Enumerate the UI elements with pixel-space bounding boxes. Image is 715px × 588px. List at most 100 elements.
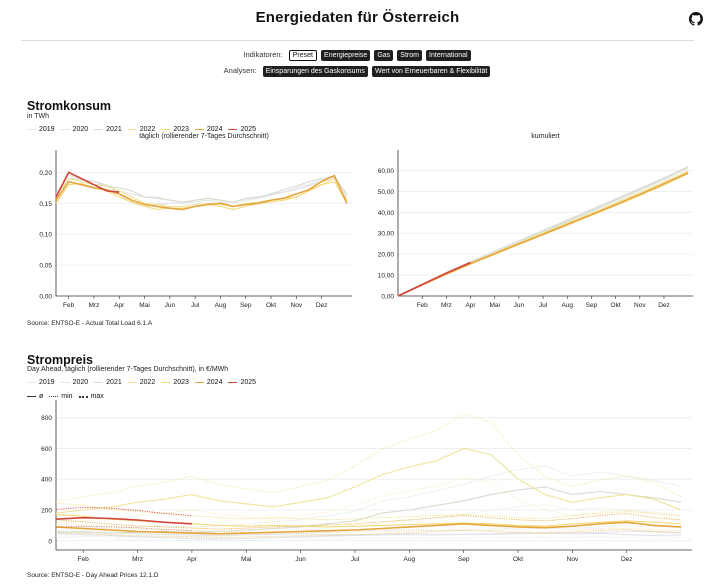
legend-item-2019[interactable]: 2019 [27, 379, 55, 386]
chart-cumulative-consumption: kumuliert 0,00 10,00 20,00 30,00 40,00 50,00 60… [378, 133, 693, 309]
legend-item-2021[interactable]: 2021 [94, 379, 122, 386]
x-tick-label: Okt [611, 302, 621, 309]
x-tick-label: Sep [240, 302, 252, 309]
chart-daily-consumption: täglich (rollierender 7-Tages Durchschni… [39, 133, 352, 309]
y-tick-label: 0,00 [381, 294, 394, 301]
series-min-2022 [55, 477, 682, 524]
series-line-2025 [397, 261, 471, 297]
series-line-2021 [55, 176, 348, 203]
price-stat-legend: ø min max [27, 393, 104, 400]
legend-item-2020[interactable]: 2020 [60, 126, 88, 133]
chart-price: 0 200 400 600 800 Feb Mrz Apr Mai Jun Jul Aug Sep Okt… [41, 400, 692, 563]
x-tick-label: Apr [187, 556, 198, 563]
x-tick-label: Apr [114, 302, 125, 309]
y-tick-label: 400 [41, 477, 52, 484]
y-tick-label: 0,05 [39, 263, 52, 270]
legend-stat-min: min [49, 393, 73, 400]
y-tick-label: 40,00 [378, 210, 395, 217]
x-tick-label: Aug [215, 302, 227, 309]
header-divider [21, 40, 694, 41]
y-tick-label: 60,00 [378, 168, 395, 175]
x-tick-label: Jul [351, 556, 360, 563]
series-line-2020 [55, 174, 348, 207]
x-tick-label: Nov [567, 556, 579, 563]
price-subtitle: Day Ahead, täglich (rollierender 7-Tages… [27, 366, 229, 373]
legend-item-2022[interactable]: 2022 [127, 126, 155, 133]
price-legend: 2019 2020 2021 2022 2023 2024 2025 [27, 379, 256, 386]
nav-pill-erneuerbare[interactable]: Wert von Erneuerbaren & Flexibilität [372, 66, 491, 77]
y-tick-label: 0 [48, 538, 52, 545]
github-icon[interactable] [689, 12, 703, 26]
x-tick-label: Feb [78, 556, 90, 563]
x-tick-label: Mrz [89, 302, 100, 309]
series-line-2021 [55, 486, 682, 534]
series-line-2023 [55, 180, 348, 211]
x-tick-label: Dez [658, 302, 670, 309]
indicators-label: Indikatoren: [243, 50, 283, 59]
nav-pill-gaskonsum[interactable]: Einsparungen des Gaskonsums [262, 66, 368, 77]
legend-item-2020[interactable]: 2020 [60, 379, 88, 386]
x-tick-label: Nov [291, 302, 303, 309]
y-tick-label: 200 [41, 508, 52, 515]
nav-pill-international[interactable]: International [426, 50, 471, 61]
series-max-2024 [55, 513, 682, 530]
nav-pill-strom[interactable]: Strom [397, 50, 422, 61]
series-min-2025 [55, 525, 192, 531]
legend-item-2019[interactable]: 2019 [27, 126, 55, 133]
x-tick-label: Apr [465, 302, 476, 309]
x-tick-label: Okt [513, 556, 523, 563]
series-line-2024 [55, 174, 348, 211]
series-line-2019 [55, 530, 682, 536]
series-max-2019 [55, 525, 682, 532]
y-tick-label: 600 [41, 446, 52, 453]
series-line-2021 [397, 166, 689, 297]
series-line-2019 [55, 177, 348, 204]
legend-item-2022[interactable]: 2022 [127, 379, 155, 386]
x-tick-label: Nov [634, 302, 646, 309]
legend-item-2025[interactable]: 2025 [228, 379, 256, 386]
x-tick-label: Jun [165, 302, 176, 309]
legend-item-2023[interactable]: 2023 [161, 379, 189, 386]
series-max-2021 [55, 465, 682, 529]
x-tick-label: Jul [191, 302, 200, 309]
nav-pill-gas[interactable]: Gas [374, 50, 394, 61]
x-tick-label: Feb [417, 302, 429, 309]
series-line-2025 [55, 516, 192, 525]
chart-title: kumuliert [531, 133, 559, 140]
x-tick-label: Jun [295, 556, 306, 563]
indicator-nav: Indikatoren: Preset Energiepreise Gas St… [0, 50, 715, 61]
series-max-2025 [55, 506, 192, 517]
series-min-2024 [55, 528, 682, 538]
legend-item-2021[interactable]: 2021 [94, 126, 122, 133]
y-tick-label: 0,00 [39, 294, 52, 301]
x-tick-label: Dez [316, 302, 328, 309]
legend-item-2023[interactable]: 2023 [161, 126, 189, 133]
y-tick-label: 0,10 [39, 232, 52, 239]
legend-item-2024[interactable]: 2024 [194, 379, 222, 386]
legend-item-2025[interactable]: 2025 [228, 126, 256, 133]
x-tick-label: Mai [139, 302, 149, 309]
price-source: Source: ENTSO-E - Day Ahead Prices 12.1.… [27, 572, 159, 579]
series-max-2023 [55, 502, 682, 521]
nav-pill-energiepreise[interactable]: Energiepreise [321, 50, 371, 61]
page-title: Energiedaten für Österreich [255, 9, 460, 26]
series-line-2019 [397, 165, 689, 297]
consumption-unit: in TWh [27, 113, 50, 120]
legend-item-2024[interactable]: 2024 [194, 126, 222, 133]
nav-pill-preset[interactable]: Preset [288, 50, 317, 61]
y-tick-label: 10,00 [378, 273, 395, 280]
x-tick-label: Sep [458, 556, 470, 563]
x-tick-label: Sep [586, 302, 598, 309]
legend-stat-mean: ø [27, 393, 43, 400]
series-max-2022 [55, 413, 682, 502]
x-tick-label: Dez [621, 556, 633, 563]
analysis-nav: Analysen: Einsparungen des Gaskonsums We… [0, 66, 715, 77]
y-tick-label: 20,00 [378, 252, 395, 259]
consumption-title: Stromkonsum [27, 99, 112, 113]
x-tick-label: Jun [514, 302, 525, 309]
series-line-2025 [55, 171, 120, 198]
analyses-label: Analysen: [223, 66, 257, 75]
series-line-2022 [397, 170, 689, 297]
x-tick-label: Aug [561, 302, 573, 309]
